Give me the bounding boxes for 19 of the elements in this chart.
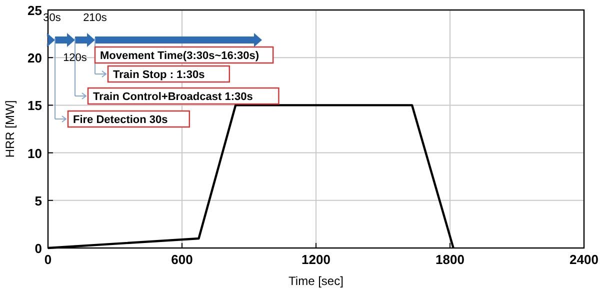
- y-tick-label: 25: [28, 3, 42, 18]
- annotation: 120s: [63, 52, 88, 64]
- annotation: 210s: [83, 12, 108, 24]
- x-axis-title: Time [sec]: [288, 274, 344, 288]
- annotation: Train Control+Broadcast 1:30s: [93, 91, 253, 103]
- y-tick-label: 0: [34, 241, 42, 256]
- y-tick-label: 15: [28, 98, 42, 114]
- annotation: Movement Time(3:30s~16:30s): [100, 50, 260, 62]
- x-tick-label: 2400: [570, 252, 598, 267]
- x-tick-label: 1800: [436, 252, 464, 267]
- y-tick-label: 20: [28, 50, 42, 66]
- x-tick-label: 600: [171, 252, 193, 267]
- x-tick-label: 0: [44, 252, 52, 267]
- y-tick-label: 10: [28, 146, 42, 161]
- x-tick-label: 1200: [302, 252, 330, 267]
- annotation: Train Stop : 1:30s: [113, 69, 205, 81]
- annotation: Fire Detection 30s: [73, 114, 168, 126]
- y-axis-title: HRR [MW]: [3, 100, 17, 158]
- y-tick-label: 5: [34, 193, 42, 208]
